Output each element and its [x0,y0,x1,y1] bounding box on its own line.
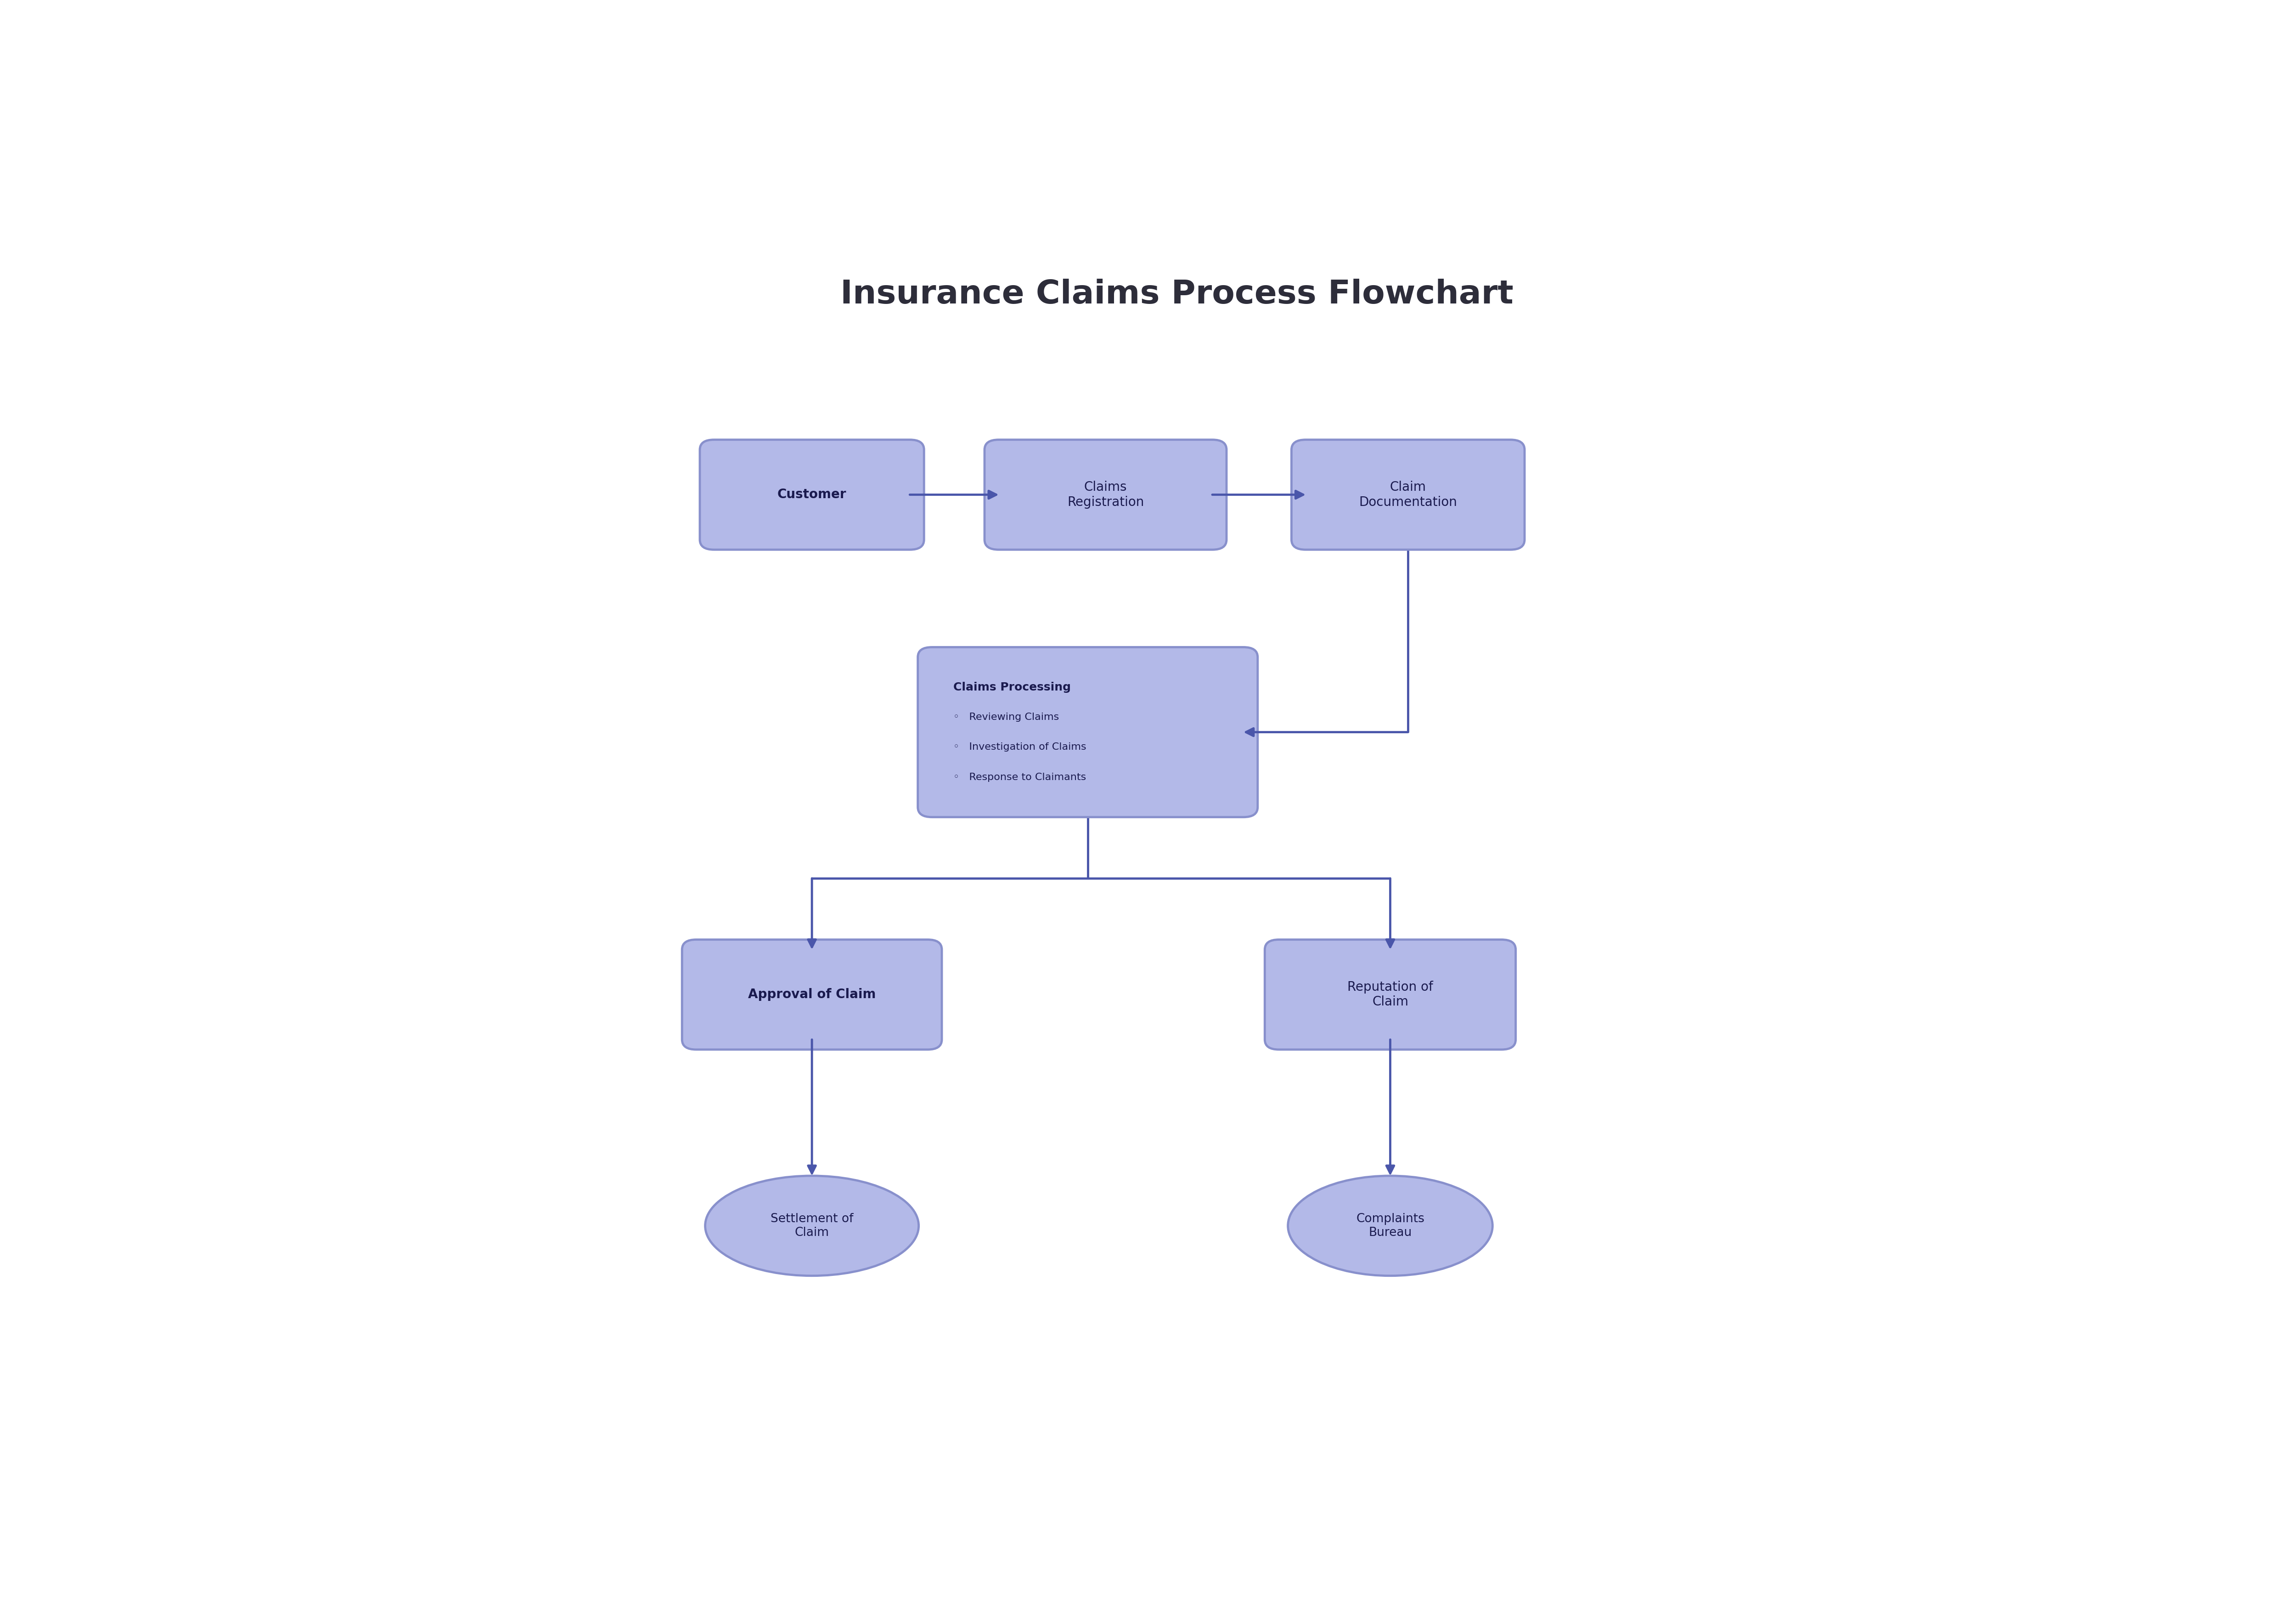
Ellipse shape [1288,1175,1492,1276]
Text: Complaints
Bureau: Complaints Bureau [1357,1212,1424,1238]
FancyBboxPatch shape [1265,940,1515,1050]
Text: Settlement of
Claim: Settlement of Claim [771,1212,854,1238]
Text: Customer: Customer [778,489,847,502]
Text: ◦   Investigation of Claims: ◦ Investigation of Claims [953,743,1086,751]
FancyBboxPatch shape [985,440,1226,550]
Text: ◦   Response to Claimants: ◦ Response to Claimants [953,773,1086,782]
Text: Reputation of
Claim: Reputation of Claim [1348,980,1433,1008]
FancyBboxPatch shape [918,648,1258,816]
Text: ◦   Reviewing Claims: ◦ Reviewing Claims [953,712,1058,722]
Text: Claims
Registration: Claims Registration [1068,480,1143,508]
FancyBboxPatch shape [1290,440,1525,550]
Text: Insurance Claims Process Flowchart: Insurance Claims Process Flowchart [840,279,1513,310]
Text: Approval of Claim: Approval of Claim [748,988,875,1001]
FancyBboxPatch shape [700,440,923,550]
Text: Claims Processing: Claims Processing [953,682,1070,693]
Ellipse shape [705,1175,918,1276]
Text: Claim
Documentation: Claim Documentation [1359,480,1458,508]
FancyBboxPatch shape [682,940,941,1050]
